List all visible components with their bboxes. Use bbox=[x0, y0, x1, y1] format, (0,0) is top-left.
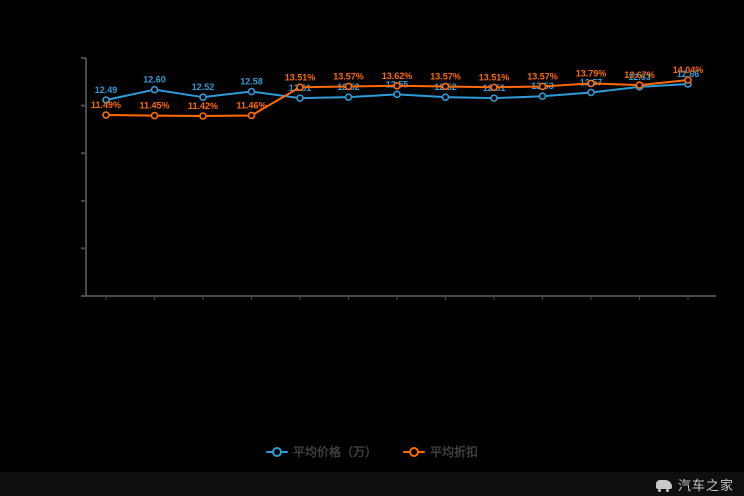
data-point[interactable] bbox=[441, 82, 450, 91]
data-point[interactable] bbox=[538, 92, 547, 101]
watermark-bar: 汽车之家 bbox=[0, 472, 744, 496]
data-point[interactable] bbox=[150, 111, 159, 120]
watermark-text: 汽车之家 bbox=[677, 477, 734, 493]
data-point[interactable] bbox=[344, 82, 353, 91]
data-point[interactable] bbox=[441, 93, 450, 101]
car-logo-icon bbox=[655, 479, 672, 492]
data-label: 14.04% bbox=[673, 65, 704, 75]
data-point[interactable] bbox=[587, 79, 595, 88]
data-point[interactable] bbox=[199, 93, 207, 101]
legend-marker-orange bbox=[403, 446, 425, 457]
data-label: 11.42% bbox=[188, 101, 218, 111]
data-label: 12.63 bbox=[628, 72, 651, 82]
data-point[interactable] bbox=[635, 81, 644, 89]
legend-item-average-price[interactable]: 平均价格（万） bbox=[265, 443, 377, 460]
legend-marker-blue bbox=[265, 446, 288, 457]
data-point[interactable] bbox=[296, 83, 304, 92]
data-point[interactable] bbox=[102, 96, 110, 104]
legend-label-average-discount: 平均折扣 bbox=[430, 445, 479, 459]
data-label: 13.57% bbox=[527, 71, 558, 81]
data-point[interactable] bbox=[538, 82, 547, 91]
data-label: 12.60 bbox=[143, 75, 166, 85]
data-point[interactable] bbox=[684, 76, 692, 84]
data-label: 13.79% bbox=[576, 68, 607, 78]
data-label: 13.51% bbox=[479, 72, 510, 82]
data-label: 12.58 bbox=[240, 77, 263, 87]
data-point[interactable] bbox=[199, 112, 207, 120]
data-point[interactable] bbox=[247, 111, 256, 120]
data-point[interactable] bbox=[393, 81, 401, 90]
data-label: 13.57% bbox=[430, 71, 461, 81]
legend-item-average-discount[interactable]: 平均折扣 bbox=[403, 443, 478, 460]
data-label: 11.45% bbox=[139, 101, 169, 111]
data-label: 11.46% bbox=[236, 100, 266, 110]
legend-label-average-price: 平均价格（万） bbox=[292, 445, 377, 459]
data-point[interactable] bbox=[490, 83, 498, 92]
data-point[interactable] bbox=[393, 90, 401, 99]
data-point[interactable] bbox=[150, 85, 159, 94]
data-point[interactable] bbox=[247, 87, 256, 96]
data-label: 12.52 bbox=[192, 82, 215, 92]
data-point[interactable] bbox=[102, 111, 110, 119]
data-label: 11.49% bbox=[91, 100, 121, 110]
line-chart: 12.4912.6012.5212.5812.5112.5212.5512.52… bbox=[81, 57, 716, 300]
data-label: 13.57% bbox=[333, 71, 364, 81]
data-label: 13.51% bbox=[285, 72, 316, 82]
data-point[interactable] bbox=[490, 94, 498, 102]
data-label: 12.49 bbox=[95, 85, 118, 95]
data-point[interactable] bbox=[587, 88, 595, 97]
chart-legend: 平均价格（万） 平均折扣 bbox=[0, 443, 744, 460]
data-label: 13.67% bbox=[624, 70, 655, 80]
data-point[interactable] bbox=[296, 94, 304, 102]
data-label: 13.62% bbox=[382, 71, 413, 81]
data-point[interactable] bbox=[344, 93, 353, 101]
data-label: 12.66 bbox=[677, 69, 700, 79]
